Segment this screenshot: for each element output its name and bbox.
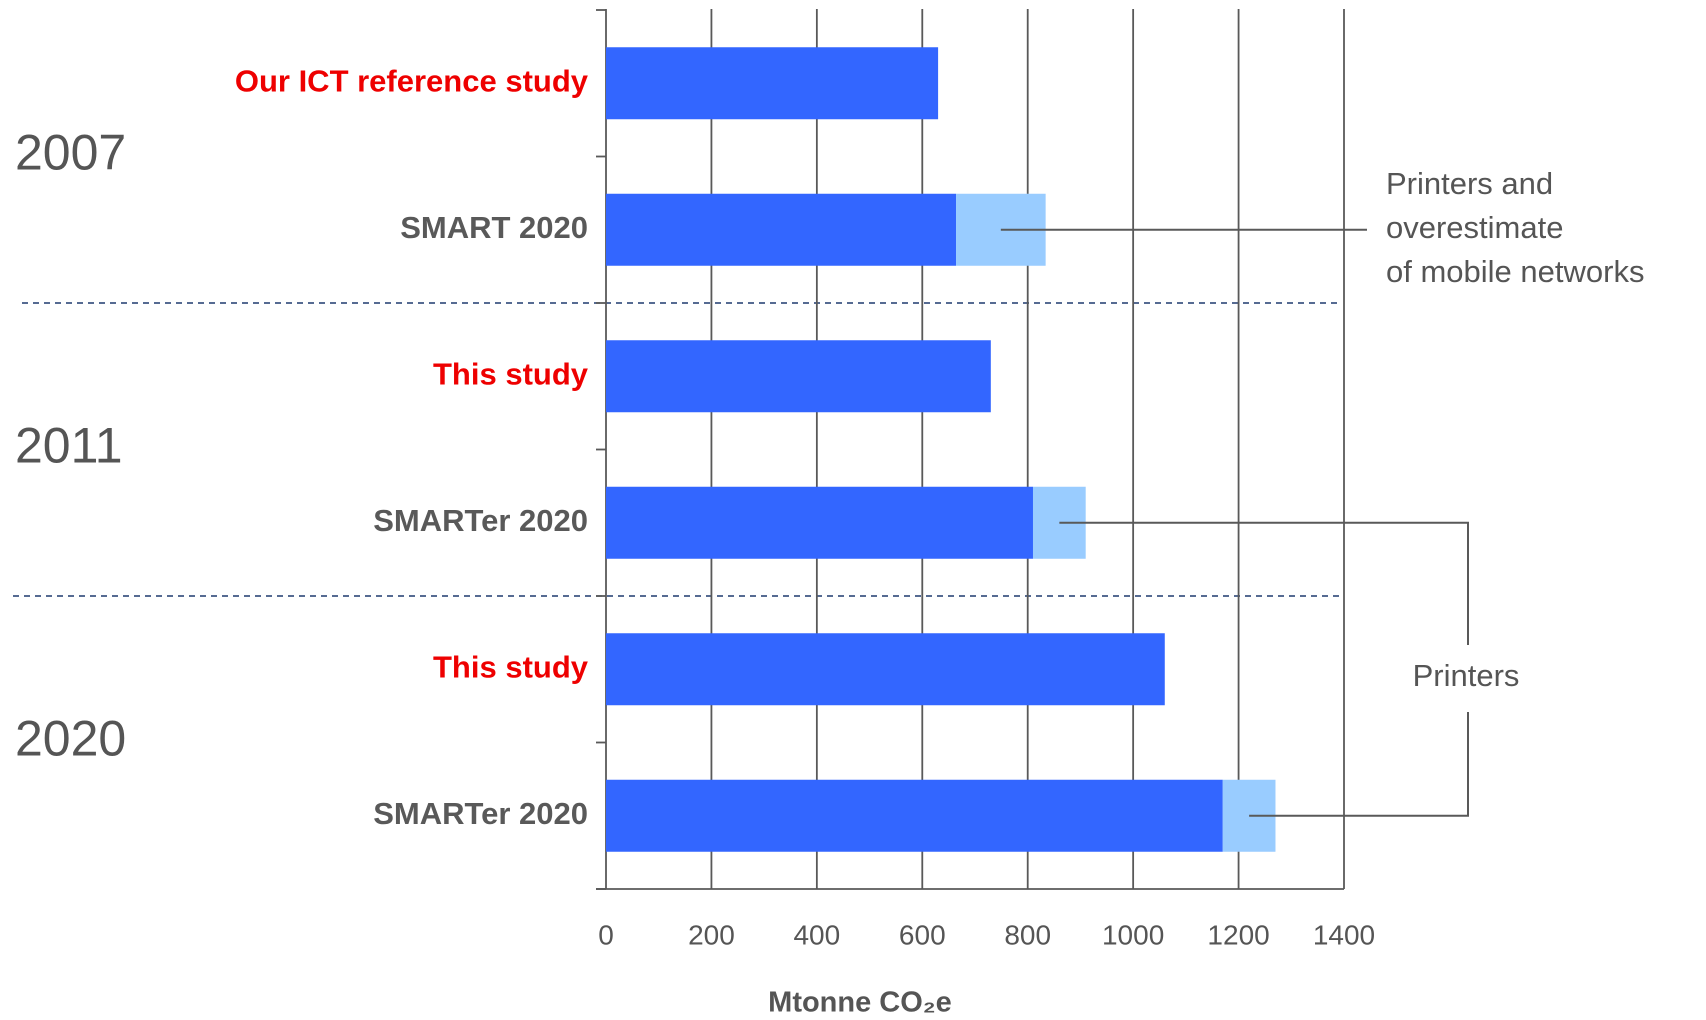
- annotation-bracket: [1249, 712, 1469, 817]
- group-label: 2011: [15, 418, 123, 474]
- bar-segment: [606, 340, 991, 413]
- x-tick-label: 1400: [1313, 919, 1375, 950]
- group-label: 2020: [15, 711, 126, 767]
- bar-segment: [606, 779, 1223, 852]
- category-label: SMARTer 2020: [373, 503, 588, 538]
- x-tick-label: 1200: [1207, 919, 1269, 950]
- category-label: SMARTer 2020: [373, 796, 588, 831]
- group-label: 2007: [15, 125, 126, 181]
- annotation: Printers and: [1386, 166, 1553, 201]
- annotation: Printers: [1413, 658, 1520, 693]
- x-tick-label: 600: [899, 919, 946, 950]
- annotation-bracket: [1059, 521, 1469, 645]
- bar-segment: [606, 193, 957, 266]
- annotation: of mobile networks: [1386, 254, 1644, 289]
- bar-segment: [606, 47, 939, 120]
- x-tick-label: 400: [793, 919, 840, 950]
- category-label: This study: [433, 356, 589, 391]
- x-axis-title: Mtonne CO₂e: [768, 987, 952, 1019]
- category-label: SMART 2020: [400, 210, 588, 245]
- x-tick-label: 800: [1004, 919, 1051, 950]
- annotation: overestimate: [1386, 210, 1563, 245]
- bar-segment: [606, 633, 1165, 706]
- x-tick-label: 1000: [1102, 919, 1164, 950]
- category-label: This study: [433, 649, 589, 684]
- x-tick-label: 0: [598, 919, 614, 950]
- category-label: Our ICT reference study: [235, 63, 589, 98]
- bar-segment: [606, 486, 1033, 559]
- x-tick-label: 200: [688, 919, 735, 950]
